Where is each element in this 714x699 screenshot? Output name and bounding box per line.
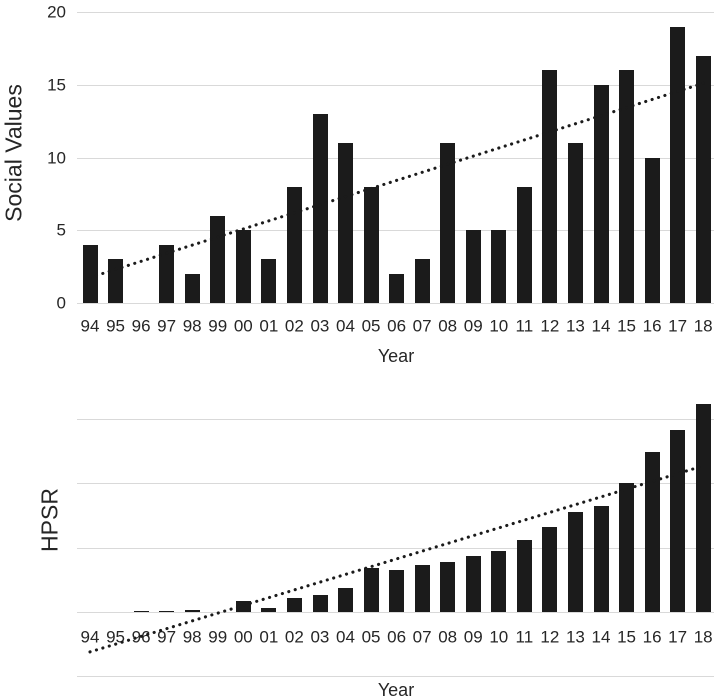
gridline	[77, 303, 714, 304]
x-tick-label: 98	[182, 627, 202, 647]
bar-hpsr-14	[593, 505, 609, 612]
x-tick-label: 97	[157, 316, 177, 336]
bar-hpsr-04	[338, 587, 353, 613]
x-tick-label: 96	[131, 316, 151, 336]
x-tick-label: 03	[310, 316, 330, 336]
x-tick-label: 13	[565, 627, 585, 647]
bar-hpsr-02	[286, 597, 302, 612]
bar-hpsr-18	[695, 403, 711, 612]
x-tick-label: 00	[233, 316, 253, 336]
bar-hpsr-15	[619, 483, 635, 612]
x-tick-label: 05	[361, 316, 381, 336]
bar-hpsr-06	[389, 570, 405, 612]
hpsr-x-axis-title: Year	[377, 680, 415, 699]
bar-hpsr-09	[465, 556, 481, 612]
x-tick-label: 17	[668, 627, 688, 647]
bar-hpsr-03	[312, 594, 328, 612]
x-tick-label: 15	[617, 316, 637, 336]
x-tick-label: 94	[80, 627, 100, 647]
x-tick-label: 14	[591, 316, 611, 336]
x-tick-label: 05	[361, 627, 381, 647]
x-tick-label: 12	[540, 627, 560, 647]
x-tick-label: 08	[438, 627, 458, 647]
x-tick-label: 99	[208, 316, 228, 336]
x-tick-label: 09	[463, 627, 483, 647]
bar-hpsr-01	[261, 608, 277, 612]
x-tick-label: 02	[284, 316, 304, 336]
x-tick-label: 06	[387, 316, 407, 336]
bar-hpsr-96	[133, 610, 149, 612]
bar-hpsr-07	[414, 565, 430, 612]
x-tick-label: 18	[693, 316, 713, 336]
y-tick-label: 5	[56, 220, 66, 240]
social-values-x-axis-title: Year	[377, 346, 415, 366]
y-tick-label: 15	[47, 75, 66, 95]
x-tick-label: 13	[565, 316, 585, 336]
x-tick-label: 95	[106, 316, 126, 336]
bar-hpsr-12	[542, 527, 558, 612]
y-tick-label: 0	[56, 293, 66, 313]
bar-hpsr-17	[670, 429, 686, 612]
x-tick-label: 10	[489, 316, 509, 336]
x-tick-label: 01	[259, 316, 279, 336]
x-tick-label: 15	[617, 627, 637, 647]
bar-hpsr-10	[491, 550, 507, 612]
gridline	[77, 419, 714, 420]
gridline	[77, 612, 714, 613]
x-tick-label: 00	[233, 627, 253, 647]
y-tick-label: 20	[47, 2, 66, 22]
x-tick-label: 07	[412, 627, 432, 647]
x-tick-label: 16	[642, 316, 662, 336]
x-tick-label: 12	[540, 316, 560, 336]
bar-hpsr-08	[440, 561, 456, 612]
x-tick-label: 96	[131, 627, 151, 647]
gridline	[77, 676, 714, 677]
x-tick-label: 94	[80, 316, 100, 336]
bar-hpsr-13	[568, 512, 583, 612]
x-tick-label: 07	[412, 316, 432, 336]
x-tick-label: 09	[463, 316, 483, 336]
x-tick-label: 01	[259, 627, 279, 647]
hpsr-y-axis-title: HPSR	[36, 488, 63, 552]
x-tick-label: 14	[591, 627, 611, 647]
x-tick-label: 16	[642, 627, 662, 647]
bar-hpsr-05	[363, 568, 379, 612]
bar-social-values-98	[184, 273, 200, 303]
bar-hpsr-98	[184, 610, 200, 612]
x-tick-label: 06	[387, 627, 407, 647]
x-tick-label: 95	[106, 627, 126, 647]
x-tick-label: 02	[284, 627, 304, 647]
bar-social-values-06	[389, 273, 405, 303]
x-tick-label: 11	[515, 316, 534, 336]
x-tick-label: 10	[489, 627, 509, 647]
x-tick-label: 17	[668, 316, 688, 336]
x-tick-label: 08	[438, 316, 458, 336]
x-tick-label: 04	[336, 627, 355, 647]
x-tick-label: 99	[208, 627, 228, 647]
gridline	[77, 12, 714, 13]
x-tick-label: 04	[336, 316, 355, 336]
x-tick-label: 97	[157, 627, 177, 647]
bar-hpsr-00	[235, 601, 251, 612]
x-tick-label: 18	[693, 627, 713, 647]
x-tick-label: 11	[515, 627, 534, 647]
bar-hpsr-16	[644, 452, 660, 612]
bar-hpsr-11	[516, 539, 532, 612]
x-tick-label: 98	[182, 316, 202, 336]
x-tick-label: 03	[310, 627, 330, 647]
y-tick-label: 10	[47, 148, 66, 167]
bar-hpsr-97	[159, 610, 175, 612]
